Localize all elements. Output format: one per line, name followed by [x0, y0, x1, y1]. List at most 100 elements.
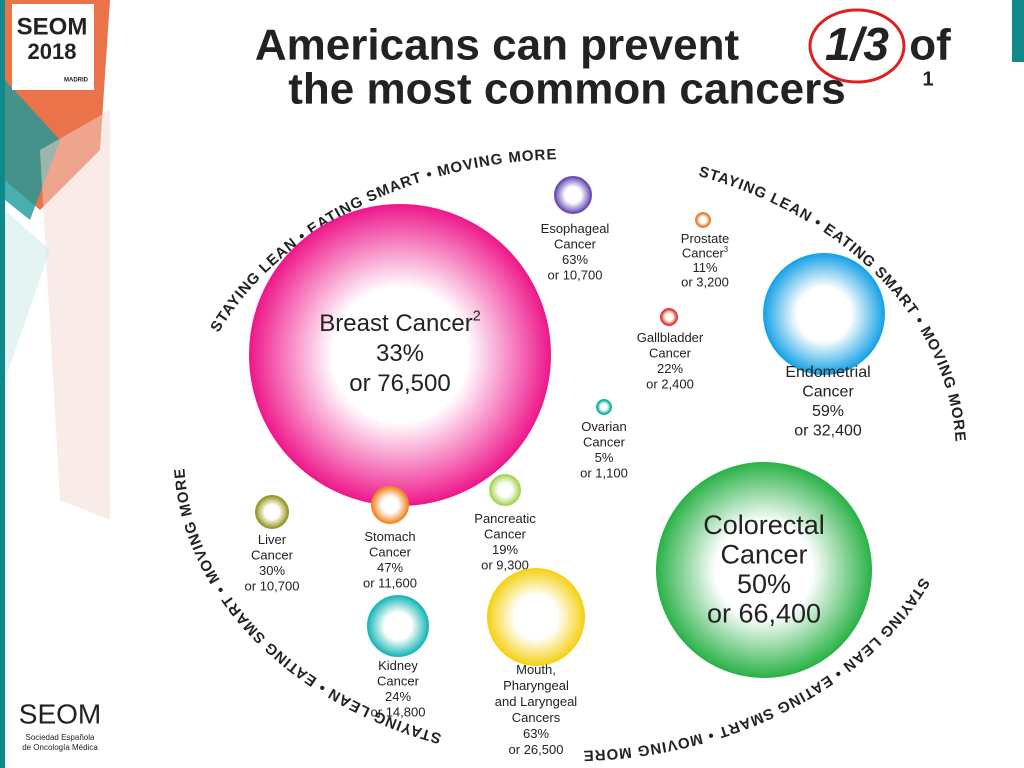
bubble-label: Cancer: [554, 237, 597, 252]
label-text: or 10,700: [548, 268, 603, 283]
label-text: Pancreatic: [474, 511, 536, 526]
left-border: [0, 0, 5, 768]
label-text: Pharyngeal: [503, 678, 569, 693]
bubble-label: 33%: [376, 340, 424, 367]
bubble-label: 47%: [377, 560, 403, 575]
label-text: or 32,400: [794, 423, 862, 440]
label-text: 5%: [595, 450, 614, 465]
bubble-label: or 26,500: [509, 742, 564, 757]
bubble-label: Cancer: [649, 346, 692, 361]
bubble: [695, 212, 711, 228]
label-text: 63%: [523, 726, 549, 741]
bubble-label: Kidney: [378, 658, 418, 673]
bubble-label: Cancer: [377, 674, 420, 689]
bubble-label: and Laryngeal: [495, 694, 578, 709]
label-text: Colorectal: [703, 510, 825, 540]
bubble-label: Cancer: [484, 527, 527, 542]
bubble-label: 19%: [492, 542, 518, 557]
label-text: 22%: [657, 361, 683, 376]
bubble-label: Cancer: [583, 435, 626, 450]
bubble: [554, 176, 592, 214]
bubble-label: Mouth,: [516, 662, 556, 677]
bubble-label: or 2,400: [646, 377, 694, 392]
label-text: Cancer: [484, 527, 527, 542]
label-text: Cancer: [649, 346, 692, 361]
bubble-label: 11%: [692, 260, 717, 275]
label-text: Stomach: [364, 529, 415, 544]
bubble-label: Breast Cancer2: [319, 308, 480, 337]
label-text: or 14,800: [371, 705, 426, 720]
label-text: 50%: [737, 569, 791, 599]
bubble-label: Cancer: [251, 548, 294, 563]
bubble: [596, 399, 612, 415]
label-text: Cancer: [583, 435, 626, 450]
bubble-label: 22%: [657, 361, 683, 376]
label-text: or 76,500: [349, 370, 450, 397]
label-sup: 3: [724, 245, 728, 254]
bubble-label: Liver: [258, 532, 287, 547]
label-text: Kidney: [378, 658, 418, 673]
label-text: Cancer: [377, 674, 420, 689]
bubble-label: Cancer: [720, 540, 807, 570]
label-text: Breast Cancer: [319, 310, 472, 337]
title-footnote: 1: [922, 68, 933, 90]
bubble-label: 50%: [737, 569, 791, 599]
bubble-label: or 11,600: [363, 576, 417, 591]
label-text: Cancer: [802, 384, 854, 401]
label-text: 24%: [385, 689, 411, 704]
title-line: Americans can prevent: [255, 21, 740, 70]
footer-logo-line: Sociedad Española: [26, 733, 95, 742]
bubble: [656, 462, 872, 678]
bubble: [255, 495, 289, 529]
label-text: or 26,500: [509, 742, 564, 757]
label-text: 30%: [259, 563, 285, 578]
bubble: [660, 308, 678, 326]
bubble-label: 59%: [812, 403, 844, 420]
label-text: 59%: [812, 403, 844, 420]
label-text: Prostate: [681, 231, 729, 246]
footer-logo-name: SEOM: [19, 698, 101, 729]
logo-year: 2018: [28, 39, 77, 64]
bubble-label: Prostate: [681, 231, 729, 246]
bubble-label: or 32,400: [794, 423, 862, 440]
label-text: Cancer: [369, 545, 412, 560]
bubble-label: 63%: [523, 726, 549, 741]
label-text: or 2,400: [646, 377, 694, 392]
label-text: Cancer: [251, 548, 294, 563]
bubble-label: Ovarian: [581, 419, 627, 434]
label-text: or 1,100: [580, 466, 628, 481]
bubble-label: Stomach: [364, 529, 415, 544]
bubble-label: 30%: [259, 563, 285, 578]
bubble: [371, 486, 409, 524]
label-text: Liver: [258, 532, 287, 547]
title-line: of: [909, 21, 951, 70]
label-text: 11%: [692, 260, 717, 275]
label-text: Cancers: [512, 710, 561, 725]
bubble-label: or 3,200: [681, 275, 729, 290]
label-text: or 3,200: [681, 275, 729, 290]
logo-name: SEOM: [17, 13, 88, 40]
fraction-circle: [808, 8, 906, 84]
bubble-label: or 1,100: [580, 466, 628, 481]
bubble: [487, 568, 585, 666]
label-text: or 11,600: [363, 576, 417, 591]
bubble-label: Cancers: [512, 710, 561, 725]
title-fraction: 1/3: [825, 18, 889, 70]
bubble-label: 63%: [562, 252, 588, 267]
label-text: or 10,700: [245, 579, 300, 594]
bubble-label: Colorectal: [703, 510, 825, 540]
logo-city: MADRID: [64, 78, 89, 84]
bubble-label: Cancer3: [682, 245, 728, 261]
label-text: Cancer: [682, 246, 725, 261]
bubble-label: or 14,800: [371, 705, 426, 720]
label-text: Cancer: [720, 540, 807, 570]
footer-logo-line: de Oncología Médica: [22, 743, 98, 752]
logo-decoration: [5, 0, 110, 520]
bubble-label: or 9,300: [481, 558, 529, 573]
label-text: and Laryngeal: [495, 694, 578, 709]
label-text: Gallbladder: [637, 330, 704, 345]
bubble-label: 5%: [595, 450, 614, 465]
label-text: Esophageal: [541, 221, 610, 236]
